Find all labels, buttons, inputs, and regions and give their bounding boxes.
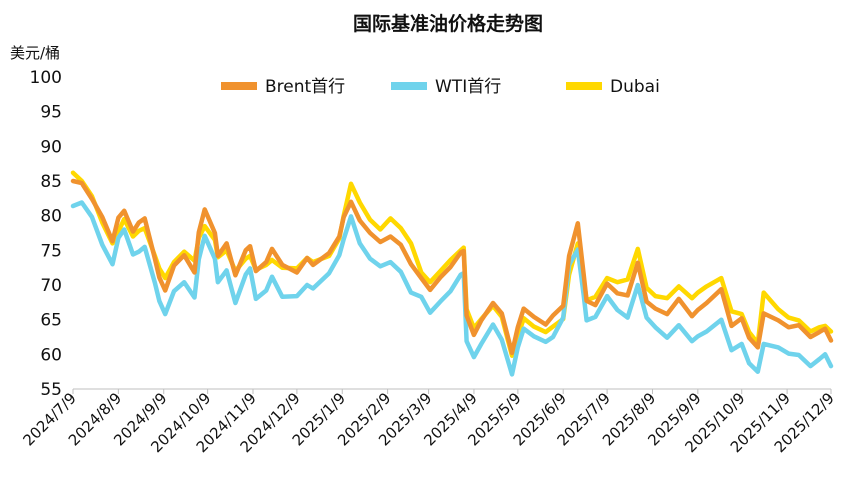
legend-label-brent: Brent首行 <box>265 77 345 97</box>
y-tick-label: 75 <box>40 241 62 261</box>
y-tick-label: 90 <box>40 137 62 157</box>
y-tick-label: 95 <box>40 103 62 123</box>
legend-label-dubai: Dubai <box>610 77 660 97</box>
y-tick-label: 80 <box>40 207 62 227</box>
legend-label-wti: WTI首行 <box>435 77 501 97</box>
y-axis-unit-label: 美元/桶 <box>10 44 60 62</box>
chart-title: 国际基准油价格走势图 <box>353 12 543 35</box>
y-tick-label: 65 <box>40 311 62 331</box>
y-tick-label: 70 <box>40 276 62 296</box>
y-tick-label: 100 <box>30 68 62 88</box>
y-axis-ticks: 55 60 65 70 75 80 85 90 95 100 <box>30 68 62 400</box>
series-line-wti <box>70 200 834 377</box>
y-tick-label: 55 <box>40 380 62 400</box>
x-axis-ticks: 2024/7/92024/8/92024/9/92024/10/92024/11… <box>19 389 838 456</box>
y-tick-label: 60 <box>40 345 62 365</box>
chart-legend: Brent首行 WTI首行 Dubai <box>221 77 660 97</box>
series-line-dubai <box>70 170 834 358</box>
y-tick-label: 85 <box>40 172 62 192</box>
series-line-brent <box>70 178 834 356</box>
series-lines <box>70 170 834 377</box>
